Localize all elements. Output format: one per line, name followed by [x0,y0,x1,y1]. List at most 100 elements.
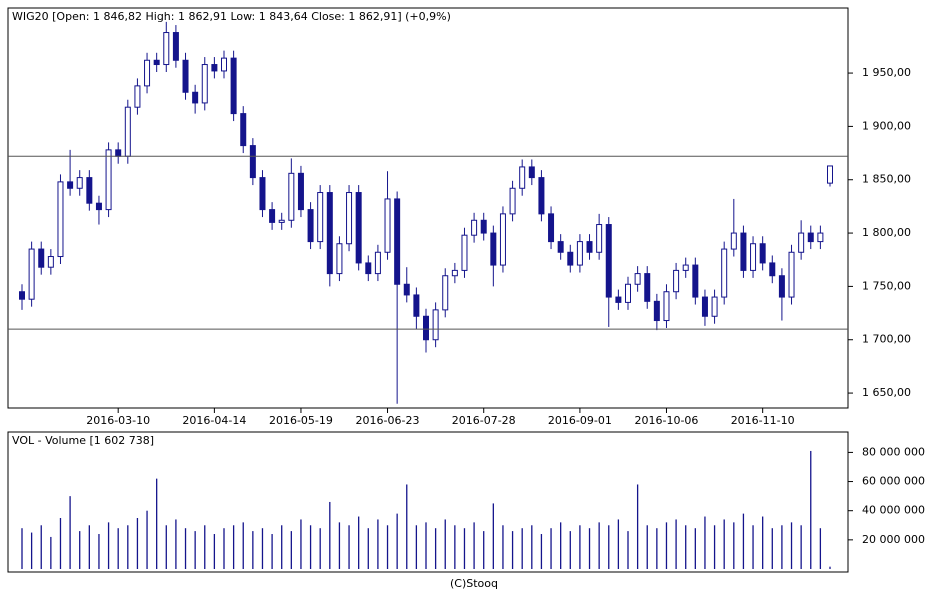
y-tick-label: 80 000 000 [862,445,925,458]
candle-body [230,57,237,115]
candle-body [576,241,583,266]
y-tick-label: 1 900,00 [862,119,911,132]
candle-body [499,213,506,266]
candle-body [634,273,641,285]
candle-body [394,198,401,285]
candle-body [528,166,535,179]
candle-body [240,113,247,147]
candle-body [105,149,112,211]
candle-body [711,296,718,317]
candle-body [721,248,728,298]
x-tick-label: 2016-10-06 [635,414,699,427]
candle-body [673,269,680,293]
candle-body [288,172,295,221]
candle-body [778,275,785,298]
candle-body [807,232,814,243]
candle-body [451,269,458,277]
candle-body [86,177,93,204]
candle-body [701,296,708,317]
candle-body [817,232,824,243]
candle-body [47,256,54,268]
candle-body [384,198,391,253]
y-tick-label: 1 950,00 [862,66,911,79]
candle-body [596,224,603,253]
candle-body [461,234,468,271]
candle-body [95,202,102,211]
candle-body [625,283,631,303]
footer: (C)Stooq [450,577,498,590]
candle-body [297,172,304,211]
candle-body [153,59,160,66]
candle-body [432,309,439,341]
candle-body [509,187,516,215]
candle-body [827,165,833,184]
candle-body [307,209,314,243]
candle-body [730,232,737,250]
candle-body [663,291,670,322]
candle-body [317,192,324,243]
candle-body [211,64,218,72]
candle-body [548,213,555,243]
candle-body [28,248,35,300]
candle-body [278,219,285,223]
candle-body [644,273,651,302]
candle-body [336,243,343,275]
candle-body [471,219,478,236]
x-tick-label: 2016-03-10 [86,414,150,427]
candle-body [788,251,795,298]
y-tick-label: 60 000 000 [862,475,925,488]
candle-body [269,209,276,223]
candle-body [567,251,574,266]
candle-body [259,177,266,211]
price-panel [7,7,849,409]
candle-body [221,57,227,72]
candle-body [586,241,593,253]
volume-title: VOL - Volume [1 602 738] [12,434,154,447]
candle-body [346,192,353,245]
candle-body [172,32,179,61]
candle-body [19,291,25,300]
candle-body [57,181,64,258]
candle-body [653,300,660,322]
candle-body [67,181,74,189]
candle-body [769,262,776,277]
x-tick-label: 2016-09-01 [548,414,612,427]
candle-body [480,219,487,234]
candle-body [249,145,256,179]
candle-body [355,192,362,264]
y-tick-label: 1 700,00 [862,333,911,346]
candle-body [798,232,805,253]
y-tick-label: 1 800,00 [862,226,911,239]
candle-body [134,85,141,108]
x-tick-label: 2016-05-19 [269,414,333,427]
candle-body [442,275,449,311]
candle-body [538,177,545,215]
candle-body [115,149,122,157]
y-tick-label: 1 850,00 [862,173,911,186]
candle-body [750,243,757,271]
candle-body [374,251,381,275]
chart-title: WIG20 [Open: 1 846,82 High: 1 862,91 Low… [12,10,451,23]
candle-body [163,32,170,66]
x-tick-label: 2016-04-14 [182,414,246,427]
candle-body [124,106,131,157]
candle-body [557,241,564,253]
candle-body [201,64,208,104]
candle-body [682,264,689,271]
candle-body [38,248,45,268]
x-tick-label: 2016-11-10 [731,414,795,427]
candle-body [192,91,199,104]
candle-body [403,283,410,296]
candle-body [413,294,420,317]
candle-body [326,192,333,275]
candle-body [144,59,151,87]
y-tick-label: 1 750,00 [862,279,911,292]
candle-body [740,232,747,271]
y-tick-label: 40 000 000 [862,504,925,517]
candle-body [519,166,526,189]
candle-body [423,315,429,341]
x-tick-label: 2016-06-23 [356,414,420,427]
candle-body [490,232,497,266]
candle-body [692,264,699,298]
